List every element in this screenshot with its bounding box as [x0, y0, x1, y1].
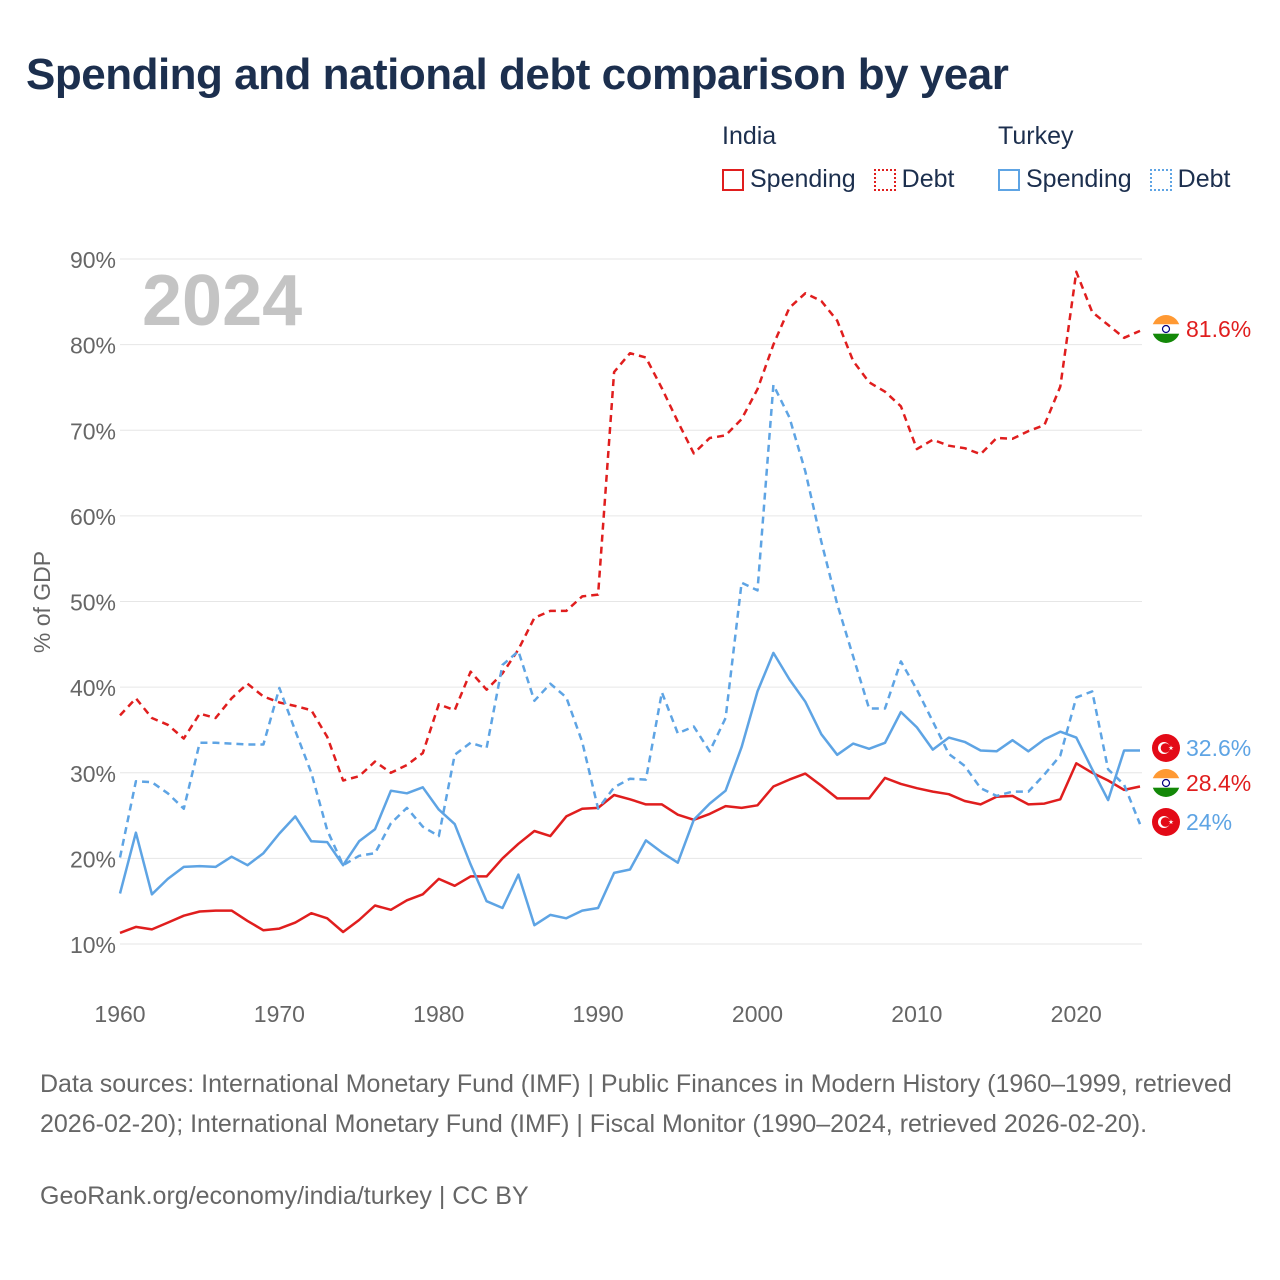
x-tick-label: 2020 [1051, 1001, 1102, 1027]
india-flag-icon [1152, 769, 1180, 797]
line-chart: 10% 20% 30% 40% 50% 60% 70% 80% 90% 1960 1970 1980 1… [29, 247, 1251, 1027]
series-line-turkey-debt[interactable] [118, 383, 1142, 867]
india-flag-icon [1152, 315, 1180, 343]
y-axis-label: % of GDP [29, 551, 55, 653]
end-label-india: 28.4% [1152, 769, 1251, 797]
legend-label: Spending [750, 165, 856, 193]
x-tick-label: 1960 [94, 1001, 145, 1027]
y-tick-label: 90% [70, 247, 116, 273]
end-label-turkey: 24% [1152, 808, 1232, 836]
y-tick-label: 30% [70, 761, 116, 787]
legend-label: Debt [901, 165, 955, 193]
legend-swatch-dotted-icon [1149, 168, 1172, 191]
legend-label: Debt [1177, 165, 1231, 193]
end-label-india: 81.6% [1152, 315, 1251, 343]
data-sources-note: Data sources: International Monetary Fun… [40, 1070, 1232, 1138]
turkey-flag-icon [1152, 808, 1180, 836]
end-label-turkey: 32.6% [1152, 734, 1251, 762]
x-tick-label: 2000 [732, 1001, 783, 1027]
y-tick-label: 50% [70, 590, 116, 616]
x-tick-label: 1970 [254, 1001, 305, 1027]
legend-label: Spending [1026, 165, 1132, 193]
series-line-india-spending[interactable] [119, 762, 1141, 935]
y-tick-label: 70% [70, 418, 116, 444]
legend-swatch-solid-icon [998, 168, 1020, 191]
end-value-label: 81.6% [1186, 316, 1251, 342]
legend-country-india: India [722, 122, 777, 150]
legend-country-turkey: Turkey [998, 122, 1074, 150]
legend-item-india-debt[interactable]: Debt [873, 165, 955, 194]
y-tick-label: 60% [70, 504, 116, 530]
end-value-label: 24% [1186, 809, 1232, 835]
chart-title: Spending and national debt comparison by… [26, 50, 1009, 99]
legend-group-india: India Spending Debt [722, 122, 972, 194]
x-tick-label: 1990 [573, 1001, 624, 1027]
year-label: 2024 [142, 261, 302, 341]
series-line-turkey-spending[interactable] [118, 651, 1140, 927]
y-tick-label: 20% [70, 846, 116, 872]
credit-link[interactable]: GeoRank.org/economy/india/turkey | CC BY [40, 1182, 529, 1210]
legend-item-india-spending[interactable]: Spending [722, 165, 856, 194]
y-tick-label: 40% [70, 675, 116, 701]
end-value-label: 28.4% [1186, 770, 1251, 796]
legend-item-turkey-spending[interactable]: Spending [998, 165, 1132, 194]
series-line-india-debt[interactable] [119, 270, 1141, 782]
y-tick-label: 80% [70, 333, 116, 359]
y-tick-label: 10% [70, 932, 116, 958]
x-tick-label: 2010 [891, 1001, 942, 1027]
legend-item-turkey-debt[interactable]: Debt [1149, 165, 1231, 194]
x-tick-label: 1980 [413, 1001, 464, 1027]
turkey-flag-icon [1152, 734, 1180, 762]
legend-swatch-solid-icon [722, 168, 744, 191]
legend-group-turkey: Turkey Spending Debt [998, 122, 1230, 194]
end-value-label: 32.6% [1186, 735, 1251, 761]
legend-swatch-dotted-icon [873, 168, 896, 191]
